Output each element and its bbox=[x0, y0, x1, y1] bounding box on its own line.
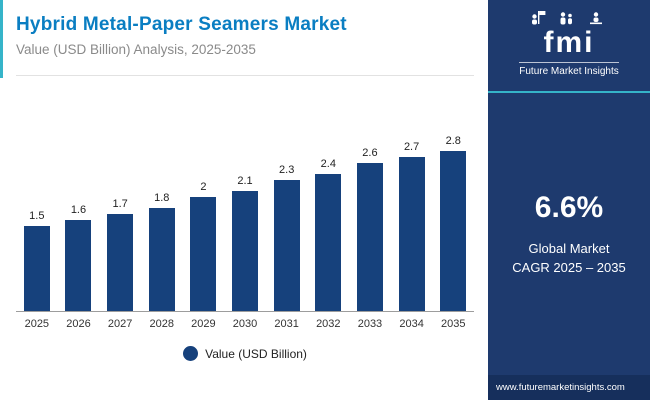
bar-slot: 2 bbox=[183, 181, 225, 311]
legend-label: Value (USD Billion) bbox=[205, 346, 307, 361]
bar bbox=[190, 197, 217, 311]
bar-slot: 2.3 bbox=[266, 164, 308, 311]
bar-value-label: 1.7 bbox=[112, 198, 128, 211]
bar bbox=[440, 151, 467, 311]
bar-value-label: 2.6 bbox=[362, 146, 378, 159]
bar-value-label: 2.8 bbox=[445, 135, 461, 148]
bar bbox=[23, 225, 50, 311]
bar-value-label: 2.4 bbox=[320, 158, 336, 171]
bar-slot: 2.6 bbox=[349, 147, 391, 311]
bar-slot: 2.7 bbox=[391, 141, 433, 311]
x-axis-tick-label: 2027 bbox=[107, 318, 133, 330]
x-axis-labels: 2025 2026 2027 2028 2029 2030 2031 2032 2033 2034… bbox=[16, 318, 474, 330]
header: Hybrid Metal-Paper Seamers Market Value … bbox=[0, 0, 488, 61]
bar-value-label: 2 bbox=[200, 181, 207, 193]
bar-slot: 2.4 bbox=[307, 158, 349, 311]
bar bbox=[315, 174, 342, 311]
bar bbox=[65, 219, 92, 311]
bar-slot: 1.8 bbox=[141, 192, 183, 311]
bar-slot: 1.7 bbox=[99, 198, 141, 311]
page-title: Hybrid Metal-Paper Seamers Market bbox=[16, 14, 347, 35]
bar bbox=[398, 157, 425, 311]
x-axis-tick-label: 2035 bbox=[440, 318, 466, 330]
x-axis-tick-label: 2026 bbox=[66, 318, 91, 330]
website-link[interactable]: www.futuremarketinsights.com bbox=[488, 375, 650, 400]
bar-value-label: 2.3 bbox=[279, 163, 295, 176]
x-axis-tick-label: 2033 bbox=[357, 318, 383, 330]
page-subtitle: Value (USD Billion) Analysis, 2025-2035 bbox=[16, 42, 256, 57]
x-axis-tick-label: 2028 bbox=[149, 318, 174, 330]
cagr-value: 6.6% bbox=[534, 190, 604, 224]
chart-legend: Value (USD Billion) bbox=[16, 346, 474, 361]
cagr-stat-block: 6.6% Global Market CAGR 2025 – 2035 bbox=[488, 93, 650, 375]
x-axis-tick-label: 2029 bbox=[191, 318, 216, 330]
cagr-label: Global Market CAGR 2025 – 2035 bbox=[512, 239, 625, 278]
fmi-logo: fmi Future Market Insights bbox=[488, 0, 650, 93]
bar bbox=[232, 191, 259, 311]
bar bbox=[356, 162, 383, 311]
bar-value-label: 1.5 bbox=[29, 209, 45, 222]
bar-value-label: 2.7 bbox=[403, 141, 420, 154]
bar-slot: 1.5 bbox=[16, 209, 58, 311]
cagr-label-line2: CAGR 2025 – 2035 bbox=[512, 260, 626, 275]
x-axis-tick-label: 2025 bbox=[24, 318, 50, 330]
bar-slot: 1.6 bbox=[58, 204, 100, 311]
bar-chart: 1.5 1.6 1.7 1.8 2 2.1 2.3 2.4 2.6 2.7 2.8 2025 2026… bbox=[16, 75, 474, 361]
bar-slot: 2.1 bbox=[224, 175, 266, 311]
bar-value-label: 1.6 bbox=[70, 203, 87, 216]
bar bbox=[107, 214, 134, 311]
x-axis-tick-label: 2032 bbox=[316, 318, 341, 330]
bar bbox=[273, 179, 300, 311]
chart-panel: Hybrid Metal-Paper Seamers Market Value … bbox=[0, 0, 488, 361]
x-axis-tick-label: 2031 bbox=[274, 318, 299, 330]
teal-accent-bar bbox=[0, 0, 3, 78]
bar-value-label: 1.8 bbox=[154, 192, 170, 205]
fmi-logo-subtext: Future Market Insights bbox=[519, 62, 619, 77]
cagr-label-line1: Global Market bbox=[528, 240, 610, 256]
plot-area: 1.5 1.6 1.7 1.8 2 2.1 2.3 2.4 2.6 2.7 2.8 bbox=[16, 75, 474, 312]
bar-value-label: 2.1 bbox=[237, 175, 253, 188]
people-pictogram-icon bbox=[532, 11, 602, 25]
bar-slot: 2.8 bbox=[432, 135, 474, 311]
fmi-logo-text: fmi bbox=[543, 26, 595, 59]
brand-sidebar: fmi Future Market Insights 6.6% Global M… bbox=[488, 0, 650, 400]
legend-marker-icon bbox=[183, 346, 199, 361]
bar bbox=[148, 208, 175, 311]
x-axis-tick-label: 2030 bbox=[232, 318, 258, 330]
x-axis-tick-label: 2034 bbox=[399, 318, 424, 330]
